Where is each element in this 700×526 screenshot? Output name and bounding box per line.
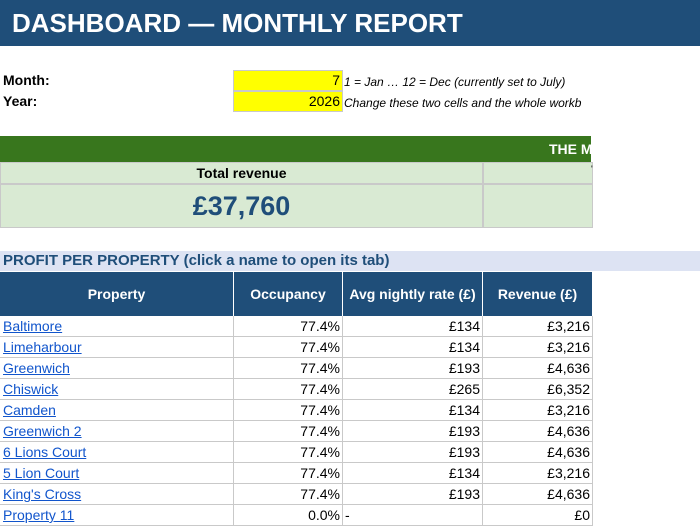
kpi-side-value-cell (483, 184, 593, 228)
rate-cell: £134 (343, 337, 483, 358)
table-row: 6 Lions Court 77.4% £193 £4,636 (0, 442, 593, 463)
table-row: Baltimore 77.4% £134 £3,216 (0, 316, 593, 337)
month-input[interactable]: 7 (233, 70, 343, 91)
table-row: Limeharbour 77.4% £134 £3,216 (0, 337, 593, 358)
col-header-rate[interactable]: Avg nightly rate (£) (343, 272, 483, 316)
rate-cell: £134 (343, 316, 483, 337)
year-label: Year: (3, 93, 38, 109)
summary-banner-text: THE M (549, 141, 591, 157)
rate-cell: - (343, 505, 483, 526)
revenue-cell: £4,636 (483, 421, 593, 442)
property-link[interactable]: Property 11 (0, 505, 234, 526)
occupancy-cell: 77.4% (234, 484, 343, 505)
occupancy-cell: 77.4% (234, 463, 343, 484)
summary-banner: THE M (0, 136, 591, 162)
rate-cell: £193 (343, 484, 483, 505)
occupancy-cell: 77.4% (234, 400, 343, 421)
revenue-cell: £3,216 (483, 316, 593, 337)
property-link[interactable]: 5 Lion Court (0, 463, 234, 484)
year-note: Change these two cells and the whole wor… (344, 96, 582, 110)
revenue-cell: £6,352 (483, 379, 593, 400)
occupancy-cell: 77.4% (234, 337, 343, 358)
revenue-cell: £4,636 (483, 484, 593, 505)
occupancy-cell: 77.4% (234, 358, 343, 379)
occupancy-cell: 0.0% (234, 505, 343, 526)
rate-cell: £265 (343, 379, 483, 400)
property-link[interactable]: Greenwich (0, 358, 234, 379)
occupancy-cell: 77.4% (234, 316, 343, 337)
section-band (0, 251, 700, 271)
revenue-cell: £4,636 (483, 442, 593, 463)
occupancy-cell: 77.4% (234, 442, 343, 463)
year-input[interactable]: 2026 (233, 91, 343, 112)
table-row: Chiswick 77.4% £265 £6,352 (0, 379, 593, 400)
revenue-cell: £0 (483, 505, 593, 526)
revenue-cell: £4,636 (483, 358, 593, 379)
rate-cell: £134 (343, 463, 483, 484)
col-header-occupancy[interactable]: Occupancy (234, 272, 343, 316)
table-row: King's Cross 77.4% £193 £4,636 (0, 484, 593, 505)
rate-cell: £193 (343, 358, 483, 379)
month-label: Month: (3, 72, 50, 88)
occupancy-cell: 77.4% (234, 421, 343, 442)
property-link[interactable]: King's Cross (0, 484, 234, 505)
rate-cell: £193 (343, 442, 483, 463)
revenue-cell: £3,216 (483, 463, 593, 484)
rate-cell: £193 (343, 421, 483, 442)
property-link[interactable]: 6 Lions Court (0, 442, 234, 463)
revenue-cell: £3,216 (483, 337, 593, 358)
col-header-property[interactable]: Property (0, 272, 234, 316)
total-revenue-value: £37,760 (0, 184, 483, 228)
table-row: Property 11 0.0% - £0 (0, 505, 593, 526)
total-revenue-label: Total revenue (0, 162, 483, 184)
title-bar (0, 0, 700, 46)
table-row: Greenwich 2 77.4% £193 £4,636 (0, 421, 593, 442)
page-title: DASHBOARD — MONTHLY REPORT (12, 8, 463, 38)
section-heading: PROFIT PER PROPERTY (click a name to ope… (3, 252, 390, 269)
table-row: Greenwich 77.4% £193 £4,636 (0, 358, 593, 379)
property-link[interactable]: Limeharbour (0, 337, 234, 358)
col-header-revenue[interactable]: Revenue (£) (483, 272, 593, 316)
kpi-side-label-cell: ' (483, 162, 593, 184)
kpi-side-mark: ' (591, 164, 593, 174)
table-row: Camden 77.4% £134 £3,216 (0, 400, 593, 421)
property-link[interactable]: Baltimore (0, 316, 234, 337)
month-note: 1 = Jan … 12 = Dec (currently set to Jul… (344, 75, 566, 89)
rate-cell: £134 (343, 400, 483, 421)
property-link[interactable]: Camden (0, 400, 234, 421)
occupancy-cell: 77.4% (234, 379, 343, 400)
table-row: 5 Lion Court 77.4% £134 £3,216 (0, 463, 593, 484)
revenue-cell: £3,216 (483, 400, 593, 421)
property-link[interactable]: Chiswick (0, 379, 234, 400)
property-link[interactable]: Greenwich 2 (0, 421, 234, 442)
